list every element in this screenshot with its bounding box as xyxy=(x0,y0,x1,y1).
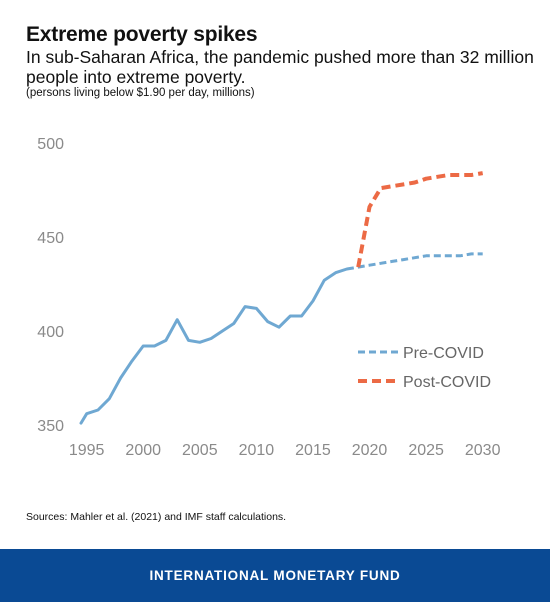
x-tick-label: 2010 xyxy=(239,442,275,459)
footer-bar: INTERNATIONAL MONETARY FUND xyxy=(0,549,550,602)
x-tick-label: 2020 xyxy=(352,442,388,459)
x-axis: 1995 2000 2005 2010 2015 2020 2025 2030 xyxy=(69,442,501,459)
legend: Pre-COVID Post-COVID xyxy=(358,345,491,391)
x-tick-label: 2005 xyxy=(182,442,218,459)
x-tick-label: 1995 xyxy=(69,442,105,459)
y-axis: 350 400 450 500 xyxy=(37,136,64,435)
x-tick-label: 2015 xyxy=(295,442,331,459)
series-line-post-covid-dashed xyxy=(356,171,484,268)
y-tick-label: 350 xyxy=(37,418,64,435)
series-layer xyxy=(79,171,484,425)
x-tick-label: 2025 xyxy=(408,442,444,459)
x-tick-label: 2030 xyxy=(465,442,501,459)
legend-label-pre-covid: Pre-COVID xyxy=(403,345,484,362)
line-chart: 350 400 450 500 1995 2000 2005 2010 2015 2020 202… xyxy=(37,136,501,459)
source-note: Sources: Mahler et al. (2021) and IMF st… xyxy=(26,511,287,523)
y-tick-label: 450 xyxy=(37,230,64,247)
chart-subtitle: In sub-Saharan Africa, the pandemic push… xyxy=(26,47,534,87)
footer-brand: INTERNATIONAL MONETARY FUND xyxy=(149,568,401,583)
y-tick-label: 400 xyxy=(37,324,64,341)
series-line-pre-covid-dashed xyxy=(346,252,483,271)
x-tick-label: 2000 xyxy=(125,442,161,459)
unit-note: (persons living below $1.90 per day, mil… xyxy=(26,87,255,99)
y-tick-label: 500 xyxy=(37,136,64,153)
chart-title: Extreme poverty spikes xyxy=(26,23,258,46)
legend-label-post-covid: Post-COVID xyxy=(403,374,491,391)
series-line-pre-covid-solid xyxy=(79,267,349,425)
